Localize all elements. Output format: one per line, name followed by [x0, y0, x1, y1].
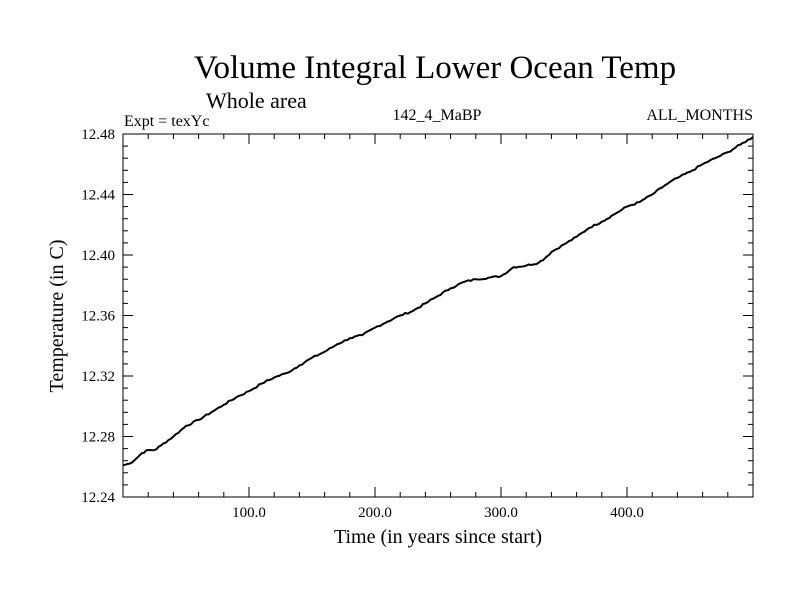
y-tick-label: 12.32	[81, 369, 115, 385]
chart-title: Volume Integral Lower Ocean Temp	[194, 50, 676, 86]
chart-subtitle: Whole area	[206, 88, 307, 113]
series-line	[122, 136, 754, 467]
x-tick-label: 400.0	[610, 505, 644, 521]
months-label: ALL_MONTHS	[646, 107, 753, 124]
y-tick-label: 12.40	[81, 248, 115, 264]
plot-frame	[122, 133, 754, 498]
y-axis-label: Temperature (in C)	[46, 240, 68, 393]
y-tick-label: 12.28	[81, 430, 115, 446]
y-tick-label: 12.36	[81, 309, 115, 325]
x-tick-label: 100.0	[232, 505, 266, 521]
y-tick-label: 12.44	[81, 188, 115, 204]
x-axis-label: Time (in years since start)	[334, 526, 542, 548]
y-tick-label: 12.24	[81, 490, 115, 506]
run-label: 142_4_MaBP	[393, 107, 482, 124]
experiment-label: Expt = texYc	[124, 113, 209, 130]
y-tick-label: 12.48	[81, 127, 115, 143]
x-tick-label: 300.0	[484, 505, 518, 521]
x-tick-label: 200.0	[358, 505, 392, 521]
